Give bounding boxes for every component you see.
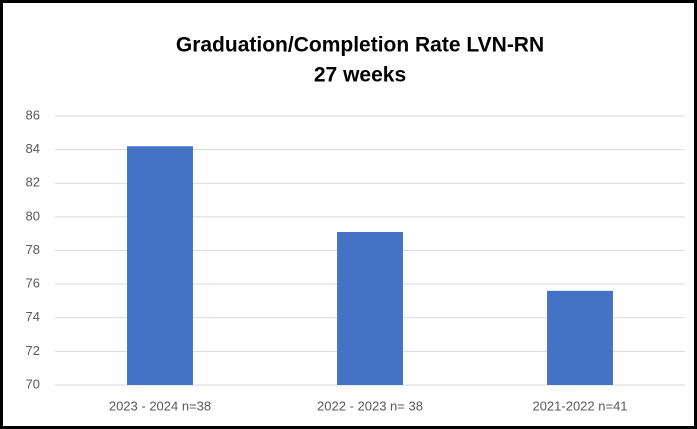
y-tick-label: 76 bbox=[26, 276, 40, 291]
bar bbox=[547, 290, 613, 385]
y-tick-label: 86 bbox=[26, 107, 40, 122]
y-tick-label: 82 bbox=[26, 175, 40, 190]
y-tick-label: 72 bbox=[26, 343, 40, 358]
x-tick-label: 2023 - 2024 n=38 bbox=[109, 398, 211, 413]
chart-subtitle: 27 weeks bbox=[314, 64, 406, 87]
y-tick-label: 74 bbox=[26, 309, 40, 324]
y-tick-label: 80 bbox=[26, 208, 40, 223]
chart-title: Graduation/Completion Rate LVN-RN bbox=[176, 34, 544, 57]
x-tick-label: 2022 - 2023 n= 38 bbox=[317, 398, 423, 413]
y-tick-label: 70 bbox=[26, 376, 40, 391]
x-tick-label: 2021-2022 n=41 bbox=[532, 398, 627, 413]
bar bbox=[127, 146, 193, 385]
bar bbox=[337, 232, 403, 385]
y-tick-label: 84 bbox=[26, 141, 40, 156]
y-tick-label: 78 bbox=[26, 242, 40, 257]
